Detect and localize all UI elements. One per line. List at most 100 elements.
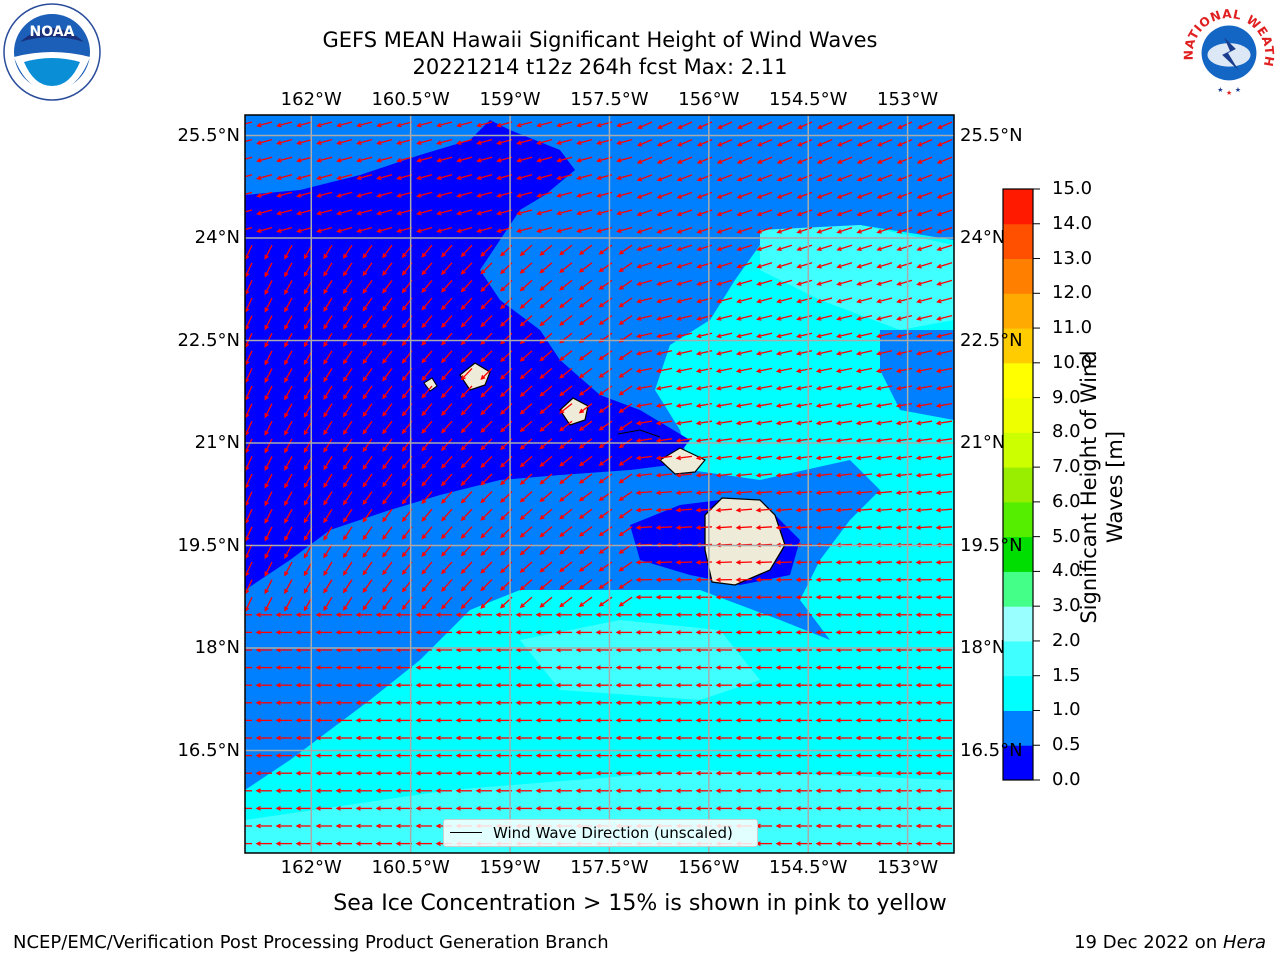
colorbar-segment: [1003, 606, 1033, 642]
wave-direction-arrow: [559, 596, 573, 608]
graticule-grid: [245, 115, 954, 853]
wave-direction-arrow: [441, 279, 453, 293]
wave-direction-arrowhead: [415, 700, 421, 706]
wave-direction-arrow: [417, 209, 433, 215]
wave-direction-arrow: [656, 526, 673, 529]
wave-direction-arrowhead: [375, 770, 381, 776]
wave-direction-arrow: [717, 332, 733, 338]
wave-direction-arrowhead: [615, 665, 621, 670]
wave-direction-arrowhead: [575, 647, 581, 653]
wave-direction-arrowhead: [755, 385, 762, 391]
wave-direction-arrowhead: [480, 586, 486, 592]
wave-direction-arrowhead: [895, 403, 902, 408]
wave-direction-arrow: [323, 403, 333, 417]
wave-direction-arrow: [637, 297, 653, 303]
wave-direction-arrowhead: [559, 584, 565, 590]
wave-direction-arrow: [540, 596, 553, 608]
wave-direction-arrowhead: [335, 806, 341, 811]
wave-direction-arrowhead: [519, 321, 525, 327]
wave-direction-arrow: [717, 226, 733, 234]
wave-direction-arrowhead: [715, 682, 721, 688]
wave-direction-arrowhead: [815, 507, 821, 513]
wave-direction-arrowhead: [535, 612, 541, 618]
wave-direction-arrow: [362, 297, 373, 311]
wave-direction-arrowhead: [401, 446, 407, 452]
wave-direction-arrowhead: [835, 665, 841, 670]
wave-direction-arrowhead: [295, 841, 301, 846]
wave-direction-arrowhead: [256, 140, 262, 145]
wave-direction-arrowhead: [655, 368, 662, 374]
wave-direction-arrowhead: [696, 263, 702, 269]
wave-direction-arrowhead: [275, 823, 281, 829]
wave-direction-arrowhead: [342, 464, 348, 471]
wave-direction-arrow: [816, 526, 833, 529]
wave-direction-arrowhead: [460, 287, 466, 293]
wave-direction-arrow: [337, 138, 353, 145]
wave-direction-arrow: [382, 368, 393, 381]
wave-direction-arrowhead: [655, 806, 661, 811]
wave-direction-arrow: [317, 209, 333, 215]
wave-direction-arrow: [617, 121, 633, 127]
wave-direction-arrow: [557, 156, 573, 162]
wave-direction-arrow: [397, 226, 413, 233]
wave-direction-arrowhead: [455, 753, 461, 758]
wave-direction-arrowhead: [856, 211, 862, 217]
wave-direction-arrowhead: [264, 377, 269, 384]
wave-direction-arrowhead: [915, 718, 921, 723]
wave-direction-arrow: [245, 191, 253, 195]
wave-direction-arrowhead: [756, 124, 763, 129]
wave-direction-arrow: [619, 262, 633, 272]
wave-direction-arrow: [377, 138, 393, 145]
wave-direction-arrowhead: [755, 770, 761, 776]
wave-direction-arrowhead: [876, 263, 882, 269]
wave-direction-arrowhead: [935, 823, 941, 829]
wave-direction-arrow: [382, 315, 393, 329]
wave-direction-arrowhead: [355, 753, 361, 758]
wave-direction-arrow: [737, 490, 753, 494]
wave-direction-arrowhead: [555, 718, 561, 723]
wave-direction-arrowhead: [335, 735, 341, 741]
wave-direction-arrowhead: [382, 552, 387, 558]
wave-direction-arrow: [877, 262, 893, 268]
wave-direction-arrowhead: [735, 455, 742, 461]
wave-direction-arrow: [264, 385, 273, 400]
wave-direction-arrow: [896, 526, 913, 529]
wave-direction-arrow: [437, 174, 453, 180]
wave-direction-arrowhead: [323, 588, 328, 594]
wave-direction-arrow: [737, 420, 753, 425]
wave-direction-arrowhead: [756, 211, 762, 217]
wave-direction-arrowhead: [675, 770, 681, 776]
wave-direction-arrowhead: [675, 455, 682, 461]
wave-direction-arrowhead: [436, 210, 442, 216]
wave-direction-arrow: [441, 315, 453, 328]
wave-direction-arrow: [637, 402, 653, 407]
wave-direction-arrowhead: [356, 228, 362, 233]
wave-direction-arrowhead: [935, 630, 941, 635]
wave-direction-arrowhead: [460, 428, 466, 434]
wave-direction-arrow: [377, 156, 393, 162]
wave-direction-arrowhead: [276, 122, 282, 128]
wave-direction-arrow: [245, 544, 253, 559]
wave-direction-arrowhead: [323, 553, 328, 559]
wave-direction-arrow: [757, 209, 773, 216]
wave-direction-arrowhead: [635, 735, 641, 741]
colorbar-tick-label: 3.0: [1052, 595, 1081, 617]
wave-direction-arrow: [520, 244, 533, 256]
wave-direction-arrow: [264, 244, 273, 259]
wave-direction-arrow: [637, 332, 653, 338]
wave-direction-arrowhead: [315, 753, 321, 758]
wave-direction-arrowhead: [875, 788, 881, 794]
wave-direction-arrowhead: [401, 552, 407, 558]
wave-direction-arrowhead: [618, 584, 624, 590]
wave-direction-arrowhead: [578, 602, 585, 608]
wave-direction-arrowhead: [915, 420, 922, 426]
wave-direction-arrow: [917, 402, 933, 407]
wave-direction-arrowhead: [855, 841, 861, 846]
wave-direction-arrow: [857, 350, 873, 355]
wave-direction-arrow: [717, 490, 733, 494]
wave-direction-arrowhead: [421, 569, 427, 575]
wave-direction-arrow: [737, 174, 753, 181]
wave-direction-arrowhead: [323, 253, 328, 260]
wave-direction-arrow: [677, 385, 693, 390]
wave-direction-arrow: [277, 174, 293, 180]
